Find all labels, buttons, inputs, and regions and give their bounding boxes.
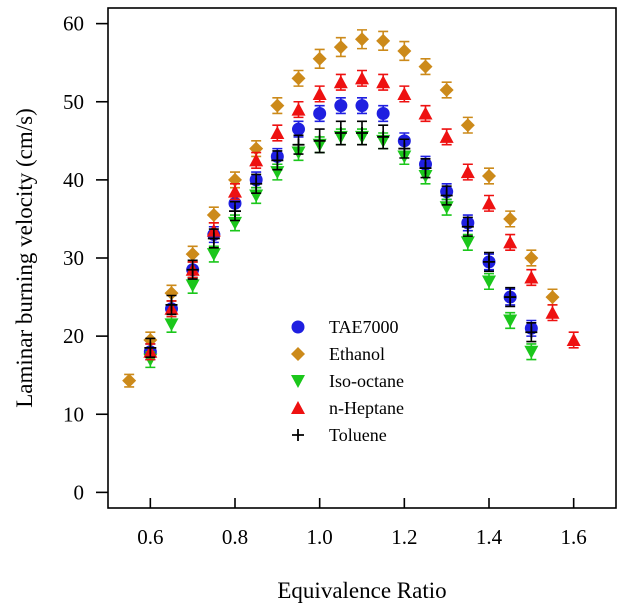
data-point: [185, 279, 200, 293]
data-point: [566, 333, 581, 347]
y-tick-label: 20: [63, 324, 84, 348]
data-point: [397, 43, 412, 58]
y-tick-label: 30: [63, 246, 84, 270]
data-point: [545, 305, 560, 319]
data-point: [270, 126, 285, 139]
y-tick-label: 40: [63, 168, 84, 192]
y-axis-title: Laminar burning velocity (cm/s): [12, 108, 37, 408]
data-point: [122, 373, 137, 388]
data-point: [439, 129, 454, 143]
legend-marker: [291, 320, 305, 334]
legend-label: Ethanol: [329, 344, 385, 364]
data-point: [524, 270, 539, 284]
data-point: [291, 71, 306, 86]
data-point: [504, 291, 517, 304]
data-point: [164, 286, 179, 301]
x-tick-label: 1.2: [391, 525, 417, 549]
data-point: [440, 189, 453, 202]
data-point: [355, 71, 369, 85]
data-point: [377, 130, 390, 143]
data-point: [398, 142, 411, 155]
data-point: [545, 290, 560, 305]
data-point: [355, 99, 369, 113]
data-point: [164, 318, 179, 332]
data-point: [229, 205, 241, 218]
data-point: [460, 165, 475, 179]
x-tick-label: 1.4: [476, 525, 503, 549]
data-point: [397, 86, 412, 100]
data-point: [418, 106, 433, 120]
x-tick-label: 1.0: [307, 525, 333, 549]
data-point: [206, 208, 221, 223]
data-point: [419, 162, 432, 175]
data-point: [144, 341, 157, 354]
data-point: [333, 40, 348, 55]
data-point: [334, 99, 348, 113]
legend-marker: [291, 401, 305, 414]
data-point: [207, 232, 220, 245]
data-point: [206, 248, 221, 262]
x-tick-label: 1.6: [561, 525, 587, 549]
data-point: [460, 118, 475, 133]
data-point: [313, 134, 326, 147]
data-point: [249, 153, 264, 167]
x-tick-label: 0.8: [222, 525, 248, 549]
data-point: [376, 75, 391, 89]
data-point: [503, 211, 518, 226]
data-point: [292, 122, 305, 136]
data-point: [483, 255, 495, 268]
data-point: [228, 184, 242, 198]
data-point: [250, 177, 263, 190]
y-tick-label: 0: [74, 480, 85, 504]
data-point: [525, 326, 538, 339]
data-point: [271, 154, 284, 167]
data-point: [503, 235, 518, 249]
data-point: [313, 106, 327, 120]
y-tick-label: 50: [63, 90, 84, 114]
data-point: [418, 59, 433, 74]
data-point: [482, 275, 496, 289]
data-point: [185, 247, 200, 262]
legend-marker: [292, 429, 304, 441]
y-tick-label: 10: [63, 402, 84, 426]
data-point: [482, 168, 496, 183]
legend-label: Toluene: [329, 425, 387, 445]
data-point: [165, 298, 178, 311]
x-tick-label: 0.6: [137, 525, 163, 549]
data-point: [186, 263, 199, 276]
data-point: [503, 314, 518, 328]
legend: TAE7000 Ethanol Iso-octane n-Heptane Toluene: [291, 317, 404, 445]
data-point: [482, 196, 496, 210]
legend-label: Iso-octane: [329, 371, 404, 391]
legend-marker: [291, 375, 305, 388]
data-point: [292, 138, 305, 151]
data-point: [270, 98, 285, 113]
data-point: [291, 102, 306, 116]
series-toluene: [144, 120, 538, 359]
data-point: [312, 51, 327, 66]
plot-series: [122, 29, 581, 388]
x-axis-title: Equivalence Ratio: [277, 578, 446, 603]
data-point: [439, 83, 454, 98]
legend-label: n-Heptane: [329, 398, 404, 418]
data-point: [334, 127, 347, 139]
data-point: [460, 236, 475, 250]
legend-label: TAE7000: [329, 317, 399, 337]
data-point: [356, 127, 368, 139]
data-point: [524, 345, 539, 359]
data-point: [333, 75, 348, 89]
data-point: [376, 106, 390, 120]
data-point: [312, 86, 327, 100]
legend-marker: [291, 347, 305, 361]
y-tick-label: 60: [63, 12, 84, 36]
data-point: [461, 220, 474, 233]
data-point: [355, 32, 369, 47]
data-point: [524, 251, 539, 265]
data-point: [376, 33, 391, 48]
x-axis: 0.6 0.8 1.0 1.2 1.4 1.6: [137, 498, 587, 549]
y-axis: 0 10 20 30 40 50 60: [63, 12, 108, 504]
